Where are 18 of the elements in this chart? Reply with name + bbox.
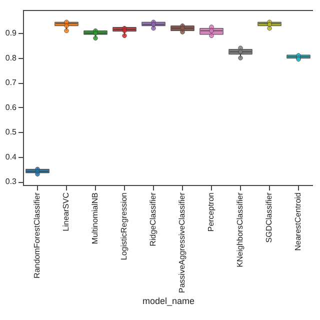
x-tick-label: LinearSVC: [62, 192, 70, 232]
x-tick-label: NearestCentroid: [294, 192, 302, 251]
x-tick-label: LogisticRegression: [120, 192, 128, 260]
y-tick-label: 0.8: [5, 53, 18, 62]
x-axis-title: model_name: [142, 296, 195, 306]
y-tick-label: 0.4: [5, 152, 18, 162]
y-tick-label: 0.9: [5, 28, 18, 38]
x-tick-label: KNeighborsClassifier: [236, 192, 244, 268]
x-tick-label: SGDClassifier: [264, 192, 274, 243]
x-tick-label: PassiveAggressiveClassifier: [178, 192, 186, 293]
y-tick-label: 0.7: [5, 78, 18, 88]
y-tick-label: 0.5: [5, 128, 18, 137]
y-tick-label: 0.3: [5, 177, 18, 186]
y-tick-label: 0.6: [5, 102, 18, 112]
x-tick-label: Perceptron: [206, 192, 216, 232]
x-tick-label: RidgeClassifier: [148, 192, 158, 246]
x-tick-label: RandomForestClassifier: [32, 192, 42, 278]
x-tick-label: MultinomialNB: [90, 192, 100, 244]
